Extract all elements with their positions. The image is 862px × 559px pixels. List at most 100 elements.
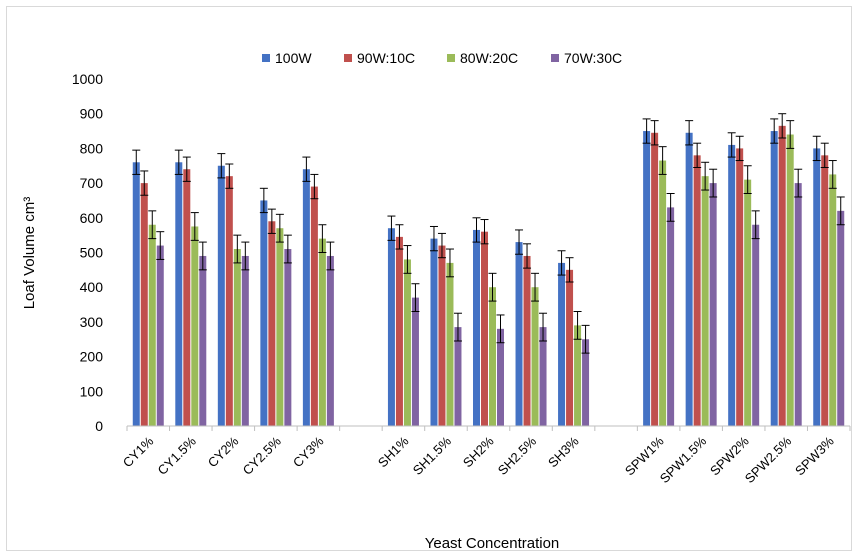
legend-label: 80W:20C xyxy=(460,50,518,66)
bar xyxy=(736,148,744,426)
y-tick-label: 300 xyxy=(80,314,104,330)
bar xyxy=(140,183,148,426)
x-axis: CY1%CY1.5% CY2%CY2.5% CY3% SH1%SH1.5% SH2%SH… xyxy=(120,425,851,486)
bar xyxy=(217,165,225,426)
bar xyxy=(395,236,403,426)
bar xyxy=(728,144,736,426)
error-bars xyxy=(132,113,845,354)
bar xyxy=(191,226,199,426)
bar xyxy=(837,210,845,426)
bar xyxy=(667,207,675,426)
bar xyxy=(515,242,523,426)
bar xyxy=(387,228,395,426)
bar xyxy=(523,255,531,426)
bar xyxy=(531,287,539,426)
bar xyxy=(326,255,334,426)
x-tick-label: SPW1.5% xyxy=(657,433,710,486)
bar xyxy=(438,245,446,426)
bar xyxy=(701,176,709,426)
bar xyxy=(778,125,786,426)
bar xyxy=(310,186,318,426)
bar xyxy=(693,155,701,426)
legend-swatch xyxy=(262,54,270,62)
bar xyxy=(566,269,574,426)
legend-swatch xyxy=(447,54,455,62)
bar xyxy=(175,162,183,426)
bar xyxy=(183,169,191,426)
legend-swatch xyxy=(344,54,352,62)
bar xyxy=(489,287,496,426)
bar xyxy=(148,224,156,426)
bar xyxy=(829,174,837,426)
y-tick-label: 900 xyxy=(80,106,104,122)
bar xyxy=(558,262,566,426)
bar xyxy=(318,238,326,426)
y-tick-label: 700 xyxy=(80,175,104,191)
y-axis: 0 100 200 300 400 500 600 700 800 900 1000 xyxy=(72,71,103,434)
bar xyxy=(403,259,411,426)
legend-label: 90W:10C xyxy=(357,50,415,66)
bar xyxy=(446,262,454,426)
x-tick-label: CY1.5% xyxy=(155,433,200,478)
legend-label: 100W xyxy=(275,50,312,66)
bar xyxy=(268,221,276,426)
y-axis-label: Loaf Volume cm³ xyxy=(21,197,38,310)
bar xyxy=(709,183,717,426)
bar xyxy=(685,132,693,426)
bar xyxy=(430,238,438,426)
bar xyxy=(744,179,752,426)
bar xyxy=(473,229,480,426)
bar xyxy=(132,162,140,426)
bar xyxy=(539,327,547,426)
bar xyxy=(643,131,651,427)
bar xyxy=(786,134,794,426)
bar xyxy=(794,183,802,426)
x-tick-label: SH3% xyxy=(545,433,582,470)
x-tick-label: SH2.5% xyxy=(495,433,540,478)
y-tick-label: 1000 xyxy=(72,71,103,87)
x-tick-label: SPW2.5% xyxy=(742,433,795,486)
y-tick-label: 200 xyxy=(80,349,104,365)
bar xyxy=(260,200,268,426)
legend: 100W 90W:10C 80W:20C 70W:30C xyxy=(262,50,622,66)
y-tick-label: 600 xyxy=(80,210,104,226)
bar xyxy=(582,339,590,426)
x-tick-label: SPW3% xyxy=(792,433,837,478)
bar xyxy=(752,224,760,426)
x-axis-label: Yeast Concentration xyxy=(425,535,560,552)
bar xyxy=(156,245,164,426)
bar xyxy=(225,176,233,426)
bar xyxy=(821,155,829,426)
bar xyxy=(199,255,207,426)
x-tick-label: SH1.5% xyxy=(410,433,455,478)
x-tick-label: SH1% xyxy=(375,433,412,470)
y-tick-label: 500 xyxy=(80,245,104,261)
bar xyxy=(770,131,778,427)
bar xyxy=(233,249,241,426)
bar xyxy=(481,231,488,426)
y-tick-label: 400 xyxy=(80,279,104,295)
bar xyxy=(241,255,249,426)
y-tick-label: 100 xyxy=(80,383,104,399)
x-tick-label: CY2.5% xyxy=(240,433,285,478)
bar xyxy=(497,328,504,426)
bar xyxy=(276,228,284,426)
bars xyxy=(132,125,845,427)
bar xyxy=(284,249,292,426)
bar xyxy=(454,327,462,426)
legend-label: 70W:30C xyxy=(564,50,622,66)
bar xyxy=(651,132,659,426)
y-tick-label: 800 xyxy=(80,140,104,156)
y-tick-label: 0 xyxy=(95,418,103,434)
x-tick-label: CY2% xyxy=(205,433,242,470)
bar xyxy=(302,169,310,426)
bar xyxy=(813,148,821,426)
bar xyxy=(574,325,582,426)
x-tick-label: CY1% xyxy=(120,433,157,470)
x-tick-label: SH2% xyxy=(460,433,497,470)
bar xyxy=(411,297,419,426)
bar xyxy=(659,160,667,427)
x-tick-label: CY3% xyxy=(290,433,327,470)
legend-swatch xyxy=(551,54,559,62)
